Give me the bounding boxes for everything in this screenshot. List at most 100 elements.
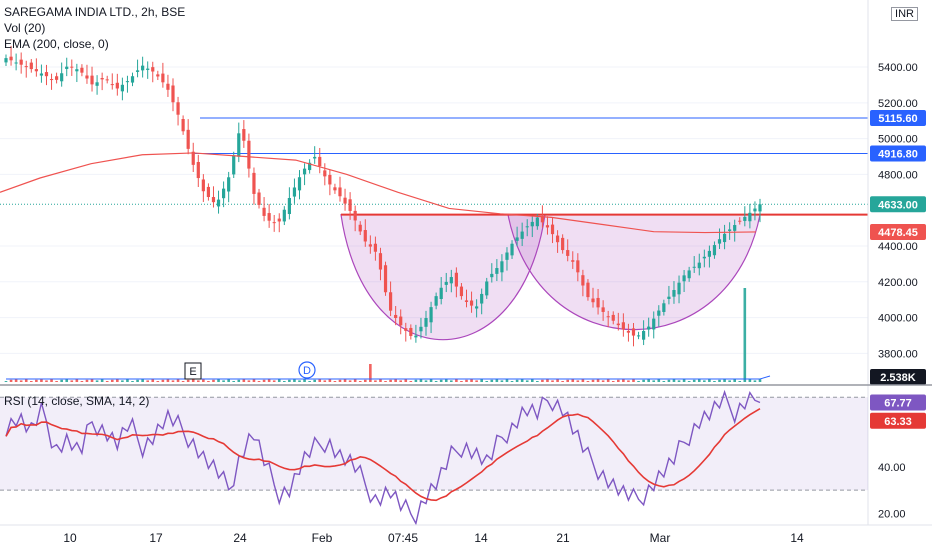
candle [591,298,595,303]
candle [722,233,727,243]
candle [151,67,155,72]
volume-bar [566,379,570,382]
volume-bar [141,378,144,382]
rsi-tick-label: 40.00 [878,462,906,474]
candle [748,212,752,222]
candle [328,174,332,185]
rsi-band [0,397,868,491]
volume-bar [348,380,352,382]
earnings-marker[interactable]: E [184,362,202,380]
time-tick-label: Feb [312,531,333,545]
volume-bar [288,379,291,382]
dividend-marker[interactable]: D [298,361,316,379]
volume-bar [697,378,701,382]
volume-bar [75,379,79,382]
candle [439,287,443,300]
volume-bar [510,381,514,382]
volume-bar [622,378,625,382]
volume-bar [384,381,387,382]
volume-bar [723,378,726,382]
volume-bar [242,378,246,382]
candle [515,237,519,241]
volume-bar [196,380,200,382]
candle [550,224,555,235]
level-tag-lower: 4916.80 [870,145,926,162]
candle [728,229,732,231]
symbol-interval: 2h [141,5,155,19]
volume-bar [65,378,69,382]
volume-bar [657,379,661,382]
volume-bar [222,380,225,382]
volume-bar [100,379,104,382]
candle [424,318,428,327]
volume-bar [24,379,28,382]
candle [419,326,423,332]
volume-bar [389,379,392,382]
time-tick-label: Mar [650,531,671,545]
legend-volume: Vol (20) [4,21,46,35]
candle [571,260,575,262]
volume-bar [606,379,610,382]
candle [120,84,124,92]
candle [237,133,241,157]
volume-bar [35,379,38,382]
volume-bar [525,380,529,382]
candle [100,78,104,80]
volume-bar [703,380,706,382]
volume-bar [207,381,210,382]
volume-bar [70,380,74,382]
candle [702,256,706,259]
volume-bar [556,379,559,382]
candle [95,82,99,86]
time-tick-label: 14 [790,531,804,545]
candle [146,68,150,70]
volume-bar [414,379,418,382]
candle [338,187,342,197]
price-tick-label: 4400.00 [878,241,918,253]
volume-bar [581,379,585,382]
volume-bar [490,379,494,382]
volume-bar [131,381,134,382]
candle [201,179,205,192]
candle [308,162,312,171]
candle [262,207,266,216]
candle [70,66,74,68]
candle [115,82,119,89]
candle [368,244,372,247]
candle [24,66,28,68]
volume-bar [146,380,149,382]
volume-bar [455,379,458,382]
volume-bar [748,378,752,382]
currency-badge[interactable]: INR [891,7,918,21]
candle [692,266,696,268]
volume-bar [682,379,686,382]
candle [44,72,49,77]
candle [363,230,367,242]
rsi-tick-label: 20.00 [878,508,906,520]
volume-bar [247,380,251,382]
volume-bar [333,381,337,382]
candle [697,262,701,269]
volume-bar [728,380,731,382]
candle [642,330,646,340]
volume-bar [136,379,139,382]
candle [743,216,747,221]
volume-bar [571,378,575,382]
candle [166,83,170,90]
candle [247,140,251,169]
candle [353,210,357,221]
volume-bar [677,380,681,382]
volume-bar [596,378,600,382]
candle [105,79,109,81]
volume-bar [217,378,220,382]
volume-bar [298,380,301,382]
candle [186,129,190,149]
rsi-sma-value-tag: 63.33 [870,412,926,429]
candle [110,84,114,86]
volume-bar [374,380,377,382]
volume-bar [227,379,230,382]
candle [65,66,69,69]
volume-value-tag: 2.538K [870,369,926,385]
